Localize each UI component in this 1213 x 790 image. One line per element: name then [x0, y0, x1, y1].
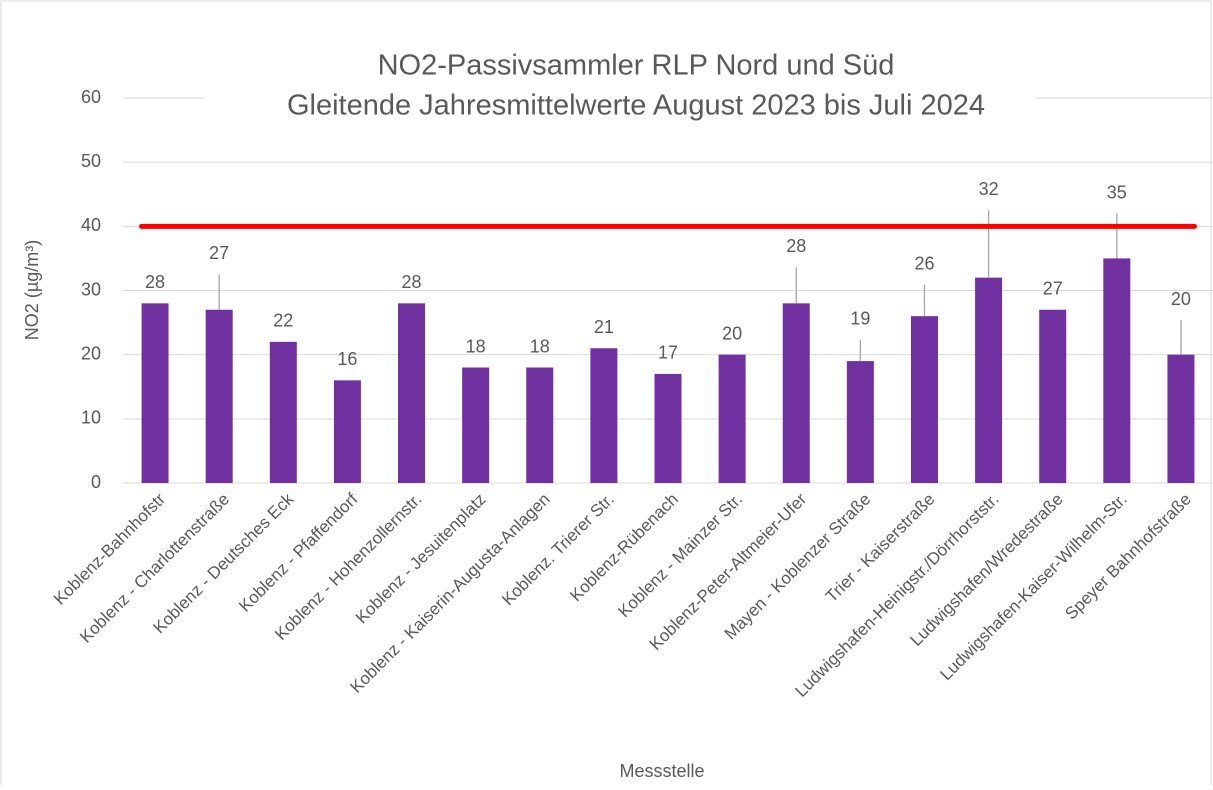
- data-label: 28: [402, 272, 422, 292]
- bar: [1167, 354, 1195, 483]
- y-tick-label: 30: [81, 279, 101, 299]
- data-label: 21: [594, 317, 614, 337]
- data-label: 20: [1171, 289, 1191, 309]
- data-label: 35: [1107, 182, 1127, 202]
- y-tick-label: 20: [81, 343, 101, 363]
- bar: [590, 348, 618, 483]
- data-label: 28: [145, 272, 165, 292]
- data-label: 16: [337, 349, 357, 369]
- data-label: 18: [466, 336, 486, 356]
- bar: [1039, 309, 1067, 483]
- bar: [718, 354, 746, 483]
- data-label: 27: [1043, 279, 1063, 299]
- data-label: 27: [209, 243, 229, 263]
- data-label: 28: [786, 236, 806, 256]
- chart-subtitle: Gleitende Jahresmittelwerte August 2023 …: [287, 90, 985, 122]
- bar: [846, 361, 874, 483]
- chart-title: NO2-Passivsammler RLP Nord und Süd: [378, 50, 895, 82]
- data-label: 19: [850, 309, 870, 329]
- data-label: 18: [530, 336, 550, 356]
- x-axis-label: Messstelle: [619, 761, 704, 781]
- y-axis-label: NO2 (µg/m³): [22, 240, 42, 340]
- data-label: 22: [273, 311, 293, 331]
- bar: [141, 303, 169, 483]
- y-tick-label: 10: [81, 408, 101, 428]
- title-background: [205, 88, 1035, 130]
- bar: [975, 277, 1003, 483]
- bar: [333, 380, 361, 483]
- y-tick-label: 60: [81, 87, 101, 107]
- y-tick-label: 0: [91, 472, 101, 492]
- bar: [910, 316, 938, 483]
- bar: [526, 367, 554, 483]
- data-label: 17: [658, 343, 678, 363]
- bar: [654, 373, 682, 483]
- bar: [269, 341, 297, 483]
- data-label: 32: [979, 179, 999, 199]
- bar: [462, 367, 490, 483]
- bar: [398, 303, 426, 483]
- bar: [1103, 258, 1131, 483]
- y-tick-label: 50: [81, 151, 101, 171]
- data-label: 20: [722, 323, 742, 343]
- y-tick-label: 40: [81, 215, 101, 235]
- data-label: 26: [914, 253, 934, 273]
- bar: [782, 303, 810, 483]
- bar: [205, 309, 233, 483]
